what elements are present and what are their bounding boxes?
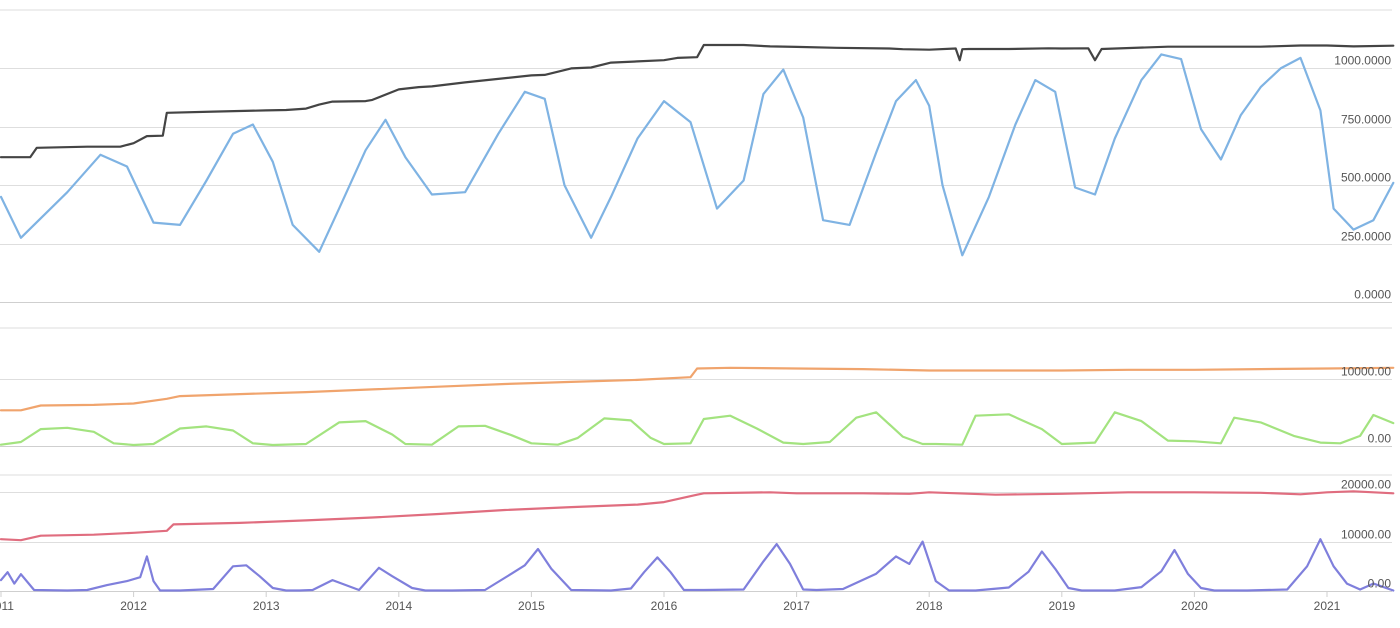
top-y-tick-label: 250.0000: [1341, 230, 1391, 244]
top-y-tick-label: 1000.0000: [1334, 54, 1391, 68]
x-tick-label: 2014: [385, 599, 412, 613]
x-tick-label: 2015: [518, 599, 545, 613]
top-y-tick-label: 0.0000: [1354, 288, 1391, 302]
x-tick-label: 2020: [1181, 599, 1208, 613]
bottom-y-tick-label: 20000.00: [1341, 478, 1391, 492]
bottom-series-line-1: [0, 490, 1395, 542]
top-series-line-1: [0, 43, 1395, 159]
x-tick-label: 2019: [1048, 599, 1075, 613]
top-y-tick-label: 750.0000: [1341, 113, 1391, 127]
x-tick-label: 2018: [916, 599, 943, 613]
middle-series-line-1: [0, 366, 1395, 412]
x-tick-label: 2012: [120, 599, 147, 613]
middle-y-tick-label: 10000.00: [1341, 365, 1391, 379]
bottom-y-tick-label: 10000.00: [1341, 528, 1391, 542]
x-tick-label: 2011: [0, 599, 14, 613]
top-series-line-2: [0, 53, 1395, 257]
top-y-tick-label: 500.0000: [1341, 171, 1391, 185]
series-layer: [0, 43, 1395, 592]
tick-labels: 0.0000 250.0000 500.0000 750.0000 1000.0000 0…: [0, 54, 1391, 614]
middle-series-line-2: [0, 411, 1395, 447]
bottom-series-line-2: [0, 538, 1395, 592]
bottom-y-tick-label: 0.00: [1368, 577, 1392, 591]
grid: [0, 9, 1392, 597]
x-tick-label: 2016: [651, 599, 678, 613]
x-tick-label: 2013: [253, 599, 280, 613]
x-tick-label: 2017: [783, 599, 810, 613]
x-tick-label: 2021: [1314, 599, 1341, 613]
middle-y-tick-label: 0.00: [1368, 432, 1392, 446]
